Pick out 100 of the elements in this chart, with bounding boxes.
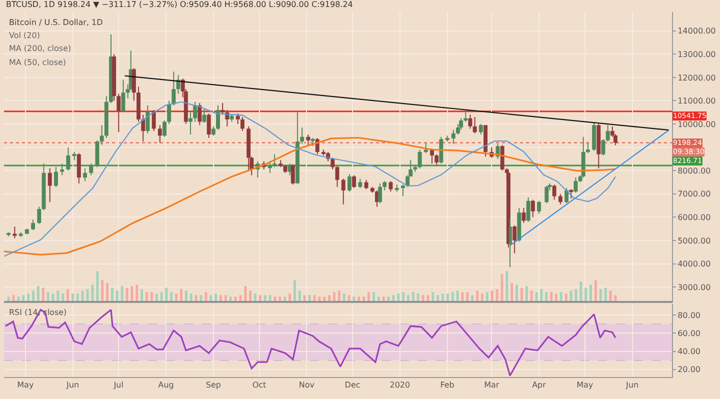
bar xyxy=(22,295,25,302)
bar xyxy=(116,290,118,302)
x-tick-label: Feb xyxy=(440,380,454,390)
bar xyxy=(382,296,385,302)
line-series xyxy=(4,308,616,376)
bar xyxy=(294,280,296,302)
bar xyxy=(91,284,94,302)
bar xyxy=(362,296,366,302)
line-series xyxy=(4,101,616,257)
y-tick-label: 60.00 xyxy=(678,329,701,338)
bar xyxy=(264,295,266,302)
x-tick-label: Oct xyxy=(252,380,266,390)
bar xyxy=(555,294,558,302)
bar xyxy=(481,294,484,302)
bar xyxy=(27,294,30,302)
bar xyxy=(86,289,89,302)
bar xyxy=(96,271,99,302)
x-tick-label: 2020 xyxy=(390,380,410,390)
bar xyxy=(338,290,340,302)
bar xyxy=(66,289,70,302)
bar xyxy=(284,296,286,302)
bar xyxy=(456,290,459,302)
bar xyxy=(442,294,444,302)
line-series xyxy=(4,136,616,256)
x-tick-label: Dec xyxy=(344,380,360,390)
bar xyxy=(570,290,572,302)
bar xyxy=(101,280,104,302)
x-tick-label: Sep xyxy=(206,380,221,390)
bar xyxy=(318,296,321,302)
bar xyxy=(210,295,212,302)
bar xyxy=(402,292,405,302)
bar xyxy=(368,292,370,302)
bar xyxy=(490,290,494,302)
bar xyxy=(516,284,518,302)
bar xyxy=(560,292,562,302)
bar xyxy=(120,286,124,302)
bar xyxy=(510,283,514,302)
bar xyxy=(204,292,208,302)
bar xyxy=(432,292,434,302)
bar xyxy=(525,286,528,302)
bar xyxy=(342,294,346,302)
bar xyxy=(220,295,222,302)
x-tick-label: Jun xyxy=(625,380,639,390)
bar xyxy=(180,289,182,302)
bar xyxy=(214,294,218,302)
bar xyxy=(584,288,588,302)
bar xyxy=(500,274,504,302)
bar xyxy=(106,283,108,302)
text: Bitcoin / U.S. Dollar, 1D xyxy=(9,18,103,27)
chart-title: BTCUSD, 1D 9198.24 ▼ −311.17 (−3.27%) O:9509.40 H:9568.00 L:9090.00 C:9198.24 xyxy=(6,0,353,9)
bar xyxy=(303,295,306,302)
bar xyxy=(476,290,479,302)
bar xyxy=(175,294,178,302)
bar xyxy=(170,292,173,302)
bar xyxy=(422,295,424,302)
x-tick-label: Aug xyxy=(158,380,174,390)
bar xyxy=(358,296,360,302)
bar xyxy=(496,289,498,302)
y-tick-label: 40.00 xyxy=(678,347,701,356)
bar xyxy=(426,295,430,302)
bar xyxy=(594,280,597,302)
bar xyxy=(71,294,74,302)
bar xyxy=(416,294,420,302)
bar xyxy=(12,295,15,302)
bar xyxy=(545,292,548,302)
bar xyxy=(140,289,144,302)
y-tick-label: 14000.00 xyxy=(678,26,716,36)
x-tick-label: Jun xyxy=(66,380,80,390)
bar xyxy=(239,295,242,302)
bar xyxy=(36,286,40,302)
y-tick-label: 7000.00 xyxy=(678,190,711,199)
bar xyxy=(76,294,79,302)
bar xyxy=(234,296,237,302)
bar xyxy=(436,295,440,302)
bar xyxy=(604,288,607,302)
bar xyxy=(17,296,20,302)
bar xyxy=(229,296,232,302)
bar xyxy=(254,294,257,302)
bar xyxy=(165,288,168,302)
bar xyxy=(332,292,336,302)
annotation: MA (200, close) xyxy=(9,44,72,53)
bar xyxy=(81,290,84,302)
bar xyxy=(155,294,158,302)
bar xyxy=(42,288,44,302)
bar xyxy=(328,295,331,302)
bar xyxy=(540,289,543,302)
bar xyxy=(298,290,301,302)
bar xyxy=(249,290,252,302)
y-tick-label: 11000.00 xyxy=(678,96,716,106)
x-tick-label: Mar xyxy=(484,380,500,390)
bar xyxy=(412,292,414,302)
bar xyxy=(224,295,227,302)
bar xyxy=(446,294,449,302)
bar xyxy=(194,295,198,302)
y-tick-label: 10000.00 xyxy=(678,120,716,129)
annotation: MA (50, close) xyxy=(9,58,66,67)
candlestick xyxy=(18,232,23,238)
bar xyxy=(190,294,192,302)
y-tick-label: 13000.00 xyxy=(678,50,716,59)
y-tick-label: 5000.00 xyxy=(678,236,711,246)
